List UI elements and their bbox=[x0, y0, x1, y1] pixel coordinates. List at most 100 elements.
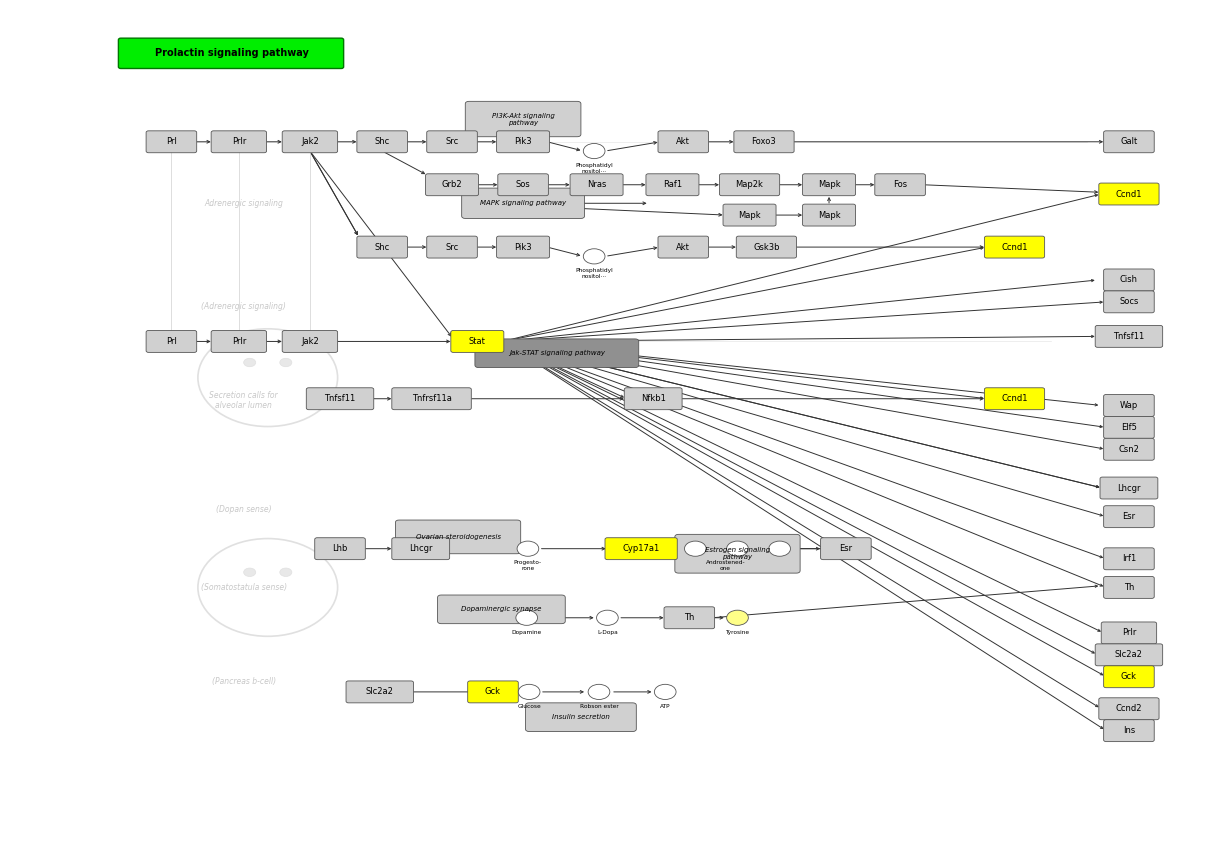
FancyBboxPatch shape bbox=[451, 331, 503, 353]
Text: Gck: Gck bbox=[1120, 672, 1137, 681]
Circle shape bbox=[727, 611, 748, 625]
Text: Stat: Stat bbox=[469, 337, 485, 346]
Text: Jak2: Jak2 bbox=[301, 137, 318, 147]
FancyBboxPatch shape bbox=[468, 681, 518, 703]
FancyBboxPatch shape bbox=[820, 538, 871, 560]
Circle shape bbox=[597, 611, 618, 625]
FancyBboxPatch shape bbox=[427, 236, 477, 258]
FancyBboxPatch shape bbox=[1100, 477, 1158, 499]
Text: Ccnd1: Ccnd1 bbox=[1001, 394, 1027, 404]
FancyBboxPatch shape bbox=[1104, 548, 1154, 570]
Text: Dopamine: Dopamine bbox=[512, 629, 542, 634]
FancyBboxPatch shape bbox=[525, 703, 636, 732]
FancyBboxPatch shape bbox=[357, 131, 408, 153]
Text: Jak2: Jak2 bbox=[301, 337, 318, 346]
FancyBboxPatch shape bbox=[212, 131, 266, 153]
Text: Prlr: Prlr bbox=[231, 337, 246, 346]
FancyBboxPatch shape bbox=[736, 236, 796, 258]
Circle shape bbox=[243, 359, 255, 366]
Text: Wap: Wap bbox=[1119, 401, 1139, 410]
Text: Src: Src bbox=[445, 137, 459, 147]
Text: Shc: Shc bbox=[375, 137, 390, 147]
Text: Phosphatidyl
nositol···: Phosphatidyl nositol··· bbox=[575, 268, 613, 279]
FancyBboxPatch shape bbox=[1104, 720, 1154, 742]
Circle shape bbox=[768, 541, 790, 556]
FancyBboxPatch shape bbox=[734, 131, 794, 153]
Circle shape bbox=[655, 684, 676, 700]
FancyBboxPatch shape bbox=[1104, 394, 1154, 416]
Text: Jak-STAT signaling pathway: Jak-STAT signaling pathway bbox=[509, 350, 605, 356]
Text: Tnfrsf11a: Tnfrsf11a bbox=[411, 394, 451, 404]
FancyBboxPatch shape bbox=[875, 174, 926, 196]
FancyBboxPatch shape bbox=[392, 388, 472, 410]
FancyBboxPatch shape bbox=[658, 236, 709, 258]
Text: Phosphatidyl
nositol···: Phosphatidyl nositol··· bbox=[575, 163, 613, 174]
Text: PI3K-Akt signaling
pathway: PI3K-Akt signaling pathway bbox=[491, 113, 554, 126]
Text: (Adrenergic signaling): (Adrenergic signaling) bbox=[201, 302, 286, 310]
Text: Akt: Akt bbox=[676, 243, 690, 252]
Circle shape bbox=[280, 568, 292, 577]
FancyBboxPatch shape bbox=[1099, 698, 1159, 720]
Text: Prlr: Prlr bbox=[1122, 628, 1136, 638]
FancyBboxPatch shape bbox=[605, 538, 678, 560]
Text: Lhb: Lhb bbox=[333, 544, 347, 553]
Text: Elf5: Elf5 bbox=[1120, 423, 1137, 432]
Text: Tnfsf11: Tnfsf11 bbox=[324, 394, 356, 404]
FancyBboxPatch shape bbox=[1099, 183, 1159, 205]
FancyBboxPatch shape bbox=[1095, 326, 1163, 348]
Text: Mapk: Mapk bbox=[738, 210, 761, 220]
FancyBboxPatch shape bbox=[1104, 505, 1154, 527]
FancyBboxPatch shape bbox=[438, 595, 565, 623]
FancyBboxPatch shape bbox=[802, 174, 855, 196]
Text: Slc2a2: Slc2a2 bbox=[1114, 650, 1143, 660]
Text: Pik3: Pik3 bbox=[514, 137, 532, 147]
FancyBboxPatch shape bbox=[497, 174, 548, 196]
Text: Galt: Galt bbox=[1120, 137, 1137, 147]
Text: Ins: Ins bbox=[1123, 726, 1135, 735]
FancyBboxPatch shape bbox=[474, 339, 639, 367]
FancyBboxPatch shape bbox=[462, 188, 584, 219]
Text: L-Dopa: L-Dopa bbox=[597, 629, 618, 634]
Text: Adrenergic signaling: Adrenergic signaling bbox=[204, 198, 283, 208]
Text: Dopaminergic synapse: Dopaminergic synapse bbox=[461, 606, 542, 612]
FancyBboxPatch shape bbox=[1104, 438, 1154, 460]
Text: (Somatostatula sense): (Somatostatula sense) bbox=[201, 583, 287, 592]
Circle shape bbox=[685, 541, 707, 556]
FancyBboxPatch shape bbox=[306, 388, 374, 410]
FancyBboxPatch shape bbox=[282, 331, 338, 353]
Text: Mapk: Mapk bbox=[818, 210, 840, 220]
Circle shape bbox=[517, 541, 538, 556]
Text: Th: Th bbox=[1124, 583, 1134, 592]
Text: Estrogen signaling
pathway: Estrogen signaling pathway bbox=[705, 547, 770, 561]
Text: Prlr: Prlr bbox=[231, 137, 246, 147]
Text: Ovarian steroidogenesis: Ovarian steroidogenesis bbox=[415, 534, 501, 540]
FancyBboxPatch shape bbox=[146, 331, 197, 353]
Text: Src: Src bbox=[445, 243, 459, 252]
FancyBboxPatch shape bbox=[1104, 291, 1154, 313]
Text: Pik3: Pik3 bbox=[514, 243, 532, 252]
Text: Gsk3b: Gsk3b bbox=[753, 243, 779, 252]
FancyBboxPatch shape bbox=[985, 388, 1044, 410]
FancyBboxPatch shape bbox=[119, 38, 344, 69]
Text: Secretion calls for
alveolar lumen: Secretion calls for alveolar lumen bbox=[209, 391, 278, 410]
FancyBboxPatch shape bbox=[146, 131, 197, 153]
Text: Lhcgr: Lhcgr bbox=[409, 544, 432, 553]
FancyBboxPatch shape bbox=[1104, 666, 1154, 688]
Text: Fos: Fos bbox=[893, 181, 908, 189]
Text: Map2k: Map2k bbox=[736, 181, 764, 189]
FancyBboxPatch shape bbox=[1101, 622, 1157, 644]
FancyBboxPatch shape bbox=[357, 236, 408, 258]
FancyBboxPatch shape bbox=[346, 681, 414, 703]
Text: Progesto-
rone: Progesto- rone bbox=[514, 561, 542, 572]
Text: Prl: Prl bbox=[166, 137, 177, 147]
Text: Ccnd2: Ccnd2 bbox=[1116, 704, 1142, 713]
FancyBboxPatch shape bbox=[646, 174, 699, 196]
Text: ATP: ATP bbox=[659, 704, 670, 709]
FancyBboxPatch shape bbox=[315, 538, 365, 560]
Text: Mapk: Mapk bbox=[818, 181, 840, 189]
Circle shape bbox=[515, 611, 537, 625]
Text: Esr: Esr bbox=[840, 544, 853, 553]
Circle shape bbox=[583, 143, 605, 159]
Text: Foxo3: Foxo3 bbox=[751, 137, 777, 147]
FancyBboxPatch shape bbox=[496, 131, 549, 153]
